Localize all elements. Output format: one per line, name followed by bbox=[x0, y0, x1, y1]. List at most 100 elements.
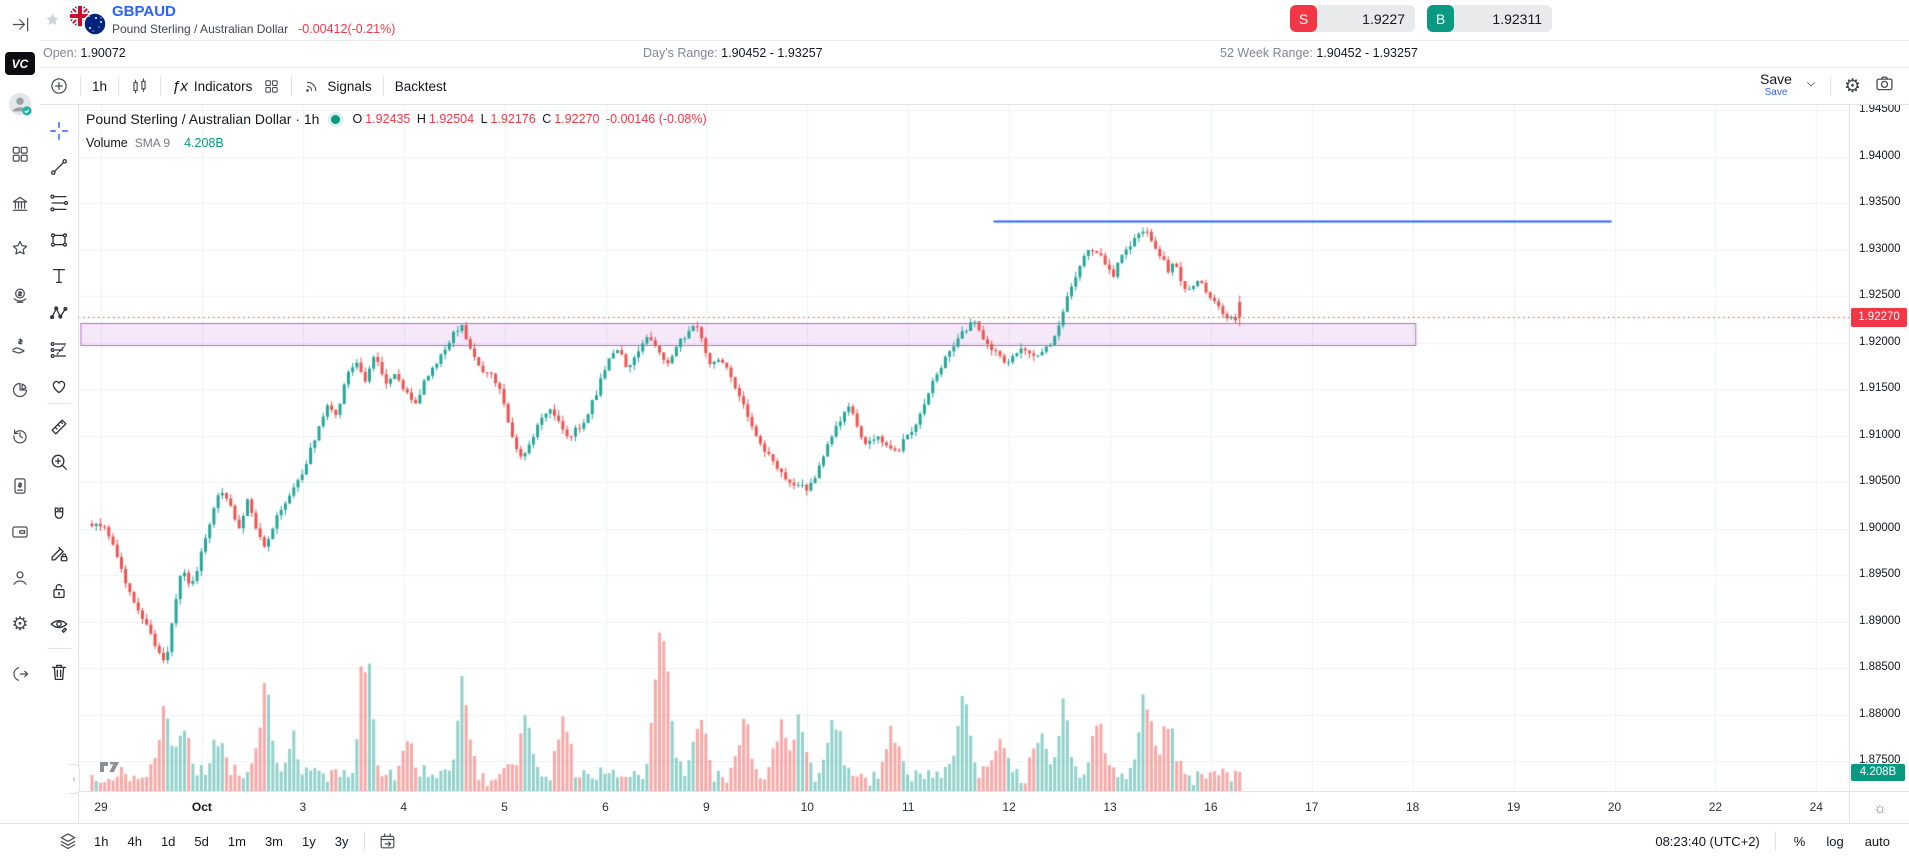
timeframe-button[interactable]: 1h bbox=[92, 78, 108, 94]
time-label: 20 bbox=[1607, 800, 1622, 814]
symbol-block[interactable]: GBPAUD Pound Sterling / Australian Dolla… bbox=[112, 4, 395, 36]
tradingview-logo[interactable] bbox=[100, 757, 120, 777]
hide-drawings-icon[interactable] bbox=[47, 613, 71, 637]
toolbar-separator bbox=[80, 76, 81, 96]
pie-chart-icon[interactable] bbox=[8, 378, 32, 402]
magnet-icon[interactable] bbox=[47, 503, 71, 527]
range-tab-4h[interactable]: 4h bbox=[127, 833, 142, 849]
price-tick: 1.88500 bbox=[1859, 661, 1901, 673]
range-tab-1y[interactable]: 1y bbox=[302, 833, 316, 849]
lock-icon[interactable] bbox=[47, 579, 71, 603]
price-tick: 1.91500 bbox=[1859, 382, 1901, 394]
range-tab-5d[interactable]: 5d bbox=[194, 833, 209, 849]
vc-logo[interactable]: VC bbox=[5, 52, 35, 75]
apps-grid-icon[interactable] bbox=[8, 142, 32, 166]
time-label: 6 bbox=[602, 800, 609, 814]
star-icon[interactable] bbox=[8, 236, 32, 260]
range-tab-1d[interactable]: 1d bbox=[160, 833, 176, 849]
sell-button[interactable]: S 1.9227 bbox=[1290, 5, 1415, 32]
chart-legend: Pound Sterling / Australian Dollar · 1h … bbox=[86, 109, 710, 150]
day-range-value: 1.90452 - 1.93257 bbox=[721, 46, 823, 60]
legend-title[interactable]: Pound Sterling / Australian Dollar · 1h bbox=[86, 111, 320, 127]
fib-retracement-icon[interactable] bbox=[47, 191, 71, 215]
avatar[interactable] bbox=[8, 92, 32, 116]
time-label: 17 bbox=[1305, 800, 1319, 814]
time-axis[interactable]: 29 Oct 3 4 5 6 9 10 11 12 13 16 17 18 19 20 22 24 bbox=[78, 791, 1849, 824]
save-button[interactable]: Save Save bbox=[1760, 71, 1792, 98]
price-tick: 1.91000 bbox=[1859, 428, 1901, 441]
log-scale-toggle[interactable]: log bbox=[1826, 833, 1844, 849]
object-tree-icon[interactable] bbox=[58, 831, 78, 851]
range-tab-1m[interactable]: 1m bbox=[227, 833, 246, 849]
shapes-icon[interactable] bbox=[47, 228, 71, 252]
statement-icon[interactable] bbox=[8, 474, 32, 498]
history-icon[interactable] bbox=[8, 424, 32, 448]
settings-icon[interactable]: ⚙ bbox=[11, 613, 29, 635]
text-tool-icon[interactable] bbox=[47, 264, 71, 288]
clock-readout[interactable]: 08:23:40 (UTC+2) bbox=[1655, 833, 1760, 849]
time-label: 29 bbox=[94, 800, 108, 814]
backtest-button[interactable]: Backtest bbox=[394, 78, 447, 94]
xabcd-pattern-icon[interactable] bbox=[47, 301, 71, 325]
indicators-button[interactable]: ƒx Indicators bbox=[172, 77, 253, 95]
toolbar-separator bbox=[382, 76, 384, 96]
indicator-templates-button[interactable] bbox=[263, 78, 280, 95]
sell-badge: S bbox=[1290, 5, 1317, 32]
symbol-description: Pound Sterling / Australian Dollar bbox=[112, 22, 289, 36]
chart-settings-icon[interactable]: ⚙ bbox=[1843, 75, 1861, 97]
deposit-icon[interactable] bbox=[8, 284, 32, 308]
range-tab-3y[interactable]: 3y bbox=[334, 833, 349, 849]
toolbar-separator bbox=[47, 648, 71, 649]
price-tick: 1.94000 bbox=[1859, 149, 1901, 162]
price-axis[interactable]: 1.94500 1.94000 1.93500 1.93000 1.92500 1.920… bbox=[1849, 103, 1909, 823]
price-tick: 1.92500 bbox=[1859, 289, 1901, 301]
heart-icon[interactable] bbox=[47, 374, 71, 398]
zoom-in-icon[interactable] bbox=[47, 450, 71, 474]
chart-toolbar: 1h ƒx Indicators Signals Backtest bbox=[40, 68, 1909, 105]
crosshair-icon[interactable] bbox=[47, 119, 71, 143]
user-icon[interactable] bbox=[8, 566, 32, 590]
time-label: 18 bbox=[1406, 800, 1420, 814]
save-menu-chevron-icon[interactable] bbox=[1805, 77, 1817, 95]
price-chart-canvas[interactable] bbox=[78, 104, 1849, 791]
chart-style-button[interactable] bbox=[130, 77, 149, 96]
screenshot-camera-icon[interactable] bbox=[1874, 73, 1895, 99]
toolbar-collapse-handle[interactable]: ‹ bbox=[69, 764, 80, 794]
signals-button[interactable]: Signals bbox=[303, 77, 372, 95]
bank-icon[interactable] bbox=[8, 192, 32, 216]
ruler-icon[interactable] bbox=[47, 415, 71, 439]
time-label: 16 bbox=[1204, 800, 1218, 814]
draw-pencil-lock-icon[interactable] bbox=[47, 541, 71, 565]
logout-icon[interactable] bbox=[8, 662, 32, 686]
open-label: Open: bbox=[43, 46, 78, 60]
axis-corner-cell[interactable]: ☼ bbox=[1849, 791, 1909, 824]
save-status: Save bbox=[1764, 87, 1788, 98]
time-label: 13 bbox=[1103, 800, 1117, 814]
cash-hand-icon[interactable] bbox=[8, 334, 32, 358]
position-tool-icon[interactable] bbox=[47, 338, 71, 362]
range-tab-3m[interactable]: 3m bbox=[264, 833, 283, 849]
vc-logo-text: VC bbox=[11, 56, 29, 71]
brightness-icon[interactable]: ☼ bbox=[1873, 799, 1887, 817]
ohlc-change: -0.00146 (-0.08%) bbox=[605, 112, 707, 126]
range-tab-1h[interactable]: 1h bbox=[94, 833, 109, 849]
trend-line-icon[interactable] bbox=[47, 155, 71, 179]
time-label: 19 bbox=[1506, 800, 1521, 814]
favorite-star-icon[interactable] bbox=[44, 11, 61, 33]
wallet-icon[interactable] bbox=[8, 520, 32, 544]
buy-button[interactable]: B 1.92311 bbox=[1427, 5, 1552, 32]
collapse-panel-icon[interactable] bbox=[8, 12, 32, 36]
trash-icon[interactable] bbox=[47, 660, 71, 684]
buy-badge: B bbox=[1427, 5, 1454, 32]
time-label: 11 bbox=[901, 800, 915, 814]
ohlc-l-value: 1.92176 bbox=[490, 112, 536, 126]
toolbar-separator bbox=[118, 76, 120, 96]
price-tick: 1.92000 bbox=[1859, 335, 1901, 348]
volume-legend-title[interactable]: Volume bbox=[86, 136, 128, 150]
day-range-stat: Day's Range: 1.90452 - 1.93257 bbox=[643, 46, 823, 60]
go-to-date-icon[interactable] bbox=[378, 832, 397, 851]
percent-scale-toggle[interactable]: % bbox=[1793, 833, 1806, 849]
symbol-add-button[interactable] bbox=[49, 76, 69, 96]
auto-scale-toggle[interactable]: auto bbox=[1864, 833, 1890, 849]
time-label: 4 bbox=[400, 800, 408, 814]
